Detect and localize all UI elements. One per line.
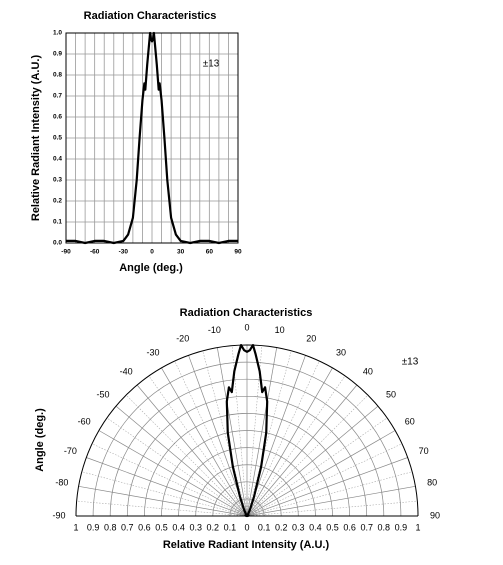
r-tick-label: 0.3 (292, 522, 305, 532)
theta-tick-label: -80 (55, 478, 68, 488)
theta-tick-label: 70 (419, 446, 429, 456)
r-tick-label: 0.6 (138, 522, 151, 532)
r-tick-label: 0.5 (326, 522, 339, 532)
theta-tick-label: -40 (120, 366, 133, 376)
y-tick-label: 0.0 (53, 240, 62, 247)
annotation: ±13 (402, 357, 419, 368)
r-tick-label: 0.7 (360, 522, 373, 532)
x-tick-label: 60 (206, 249, 214, 256)
y-tick-label: 0.2 (53, 198, 62, 205)
annotation: ±13 (203, 59, 220, 70)
grid-circle (109, 378, 385, 517)
theta-tick-label: 30 (336, 348, 346, 358)
y-tick-label: 1.0 (53, 30, 62, 37)
grid-circle (212, 481, 282, 517)
y-tick-label: 0.4 (53, 156, 62, 163)
r-tick-label: 0.9 (395, 522, 408, 532)
r-tick-label: 0.8 (104, 522, 117, 532)
r-tick-label: 0.7 (121, 522, 134, 532)
r-tick-label: 0 (244, 522, 249, 532)
x-tick-label: 90 (234, 249, 242, 256)
r-tick-label: 0.1 (258, 522, 271, 532)
y-tick-label: 0.1 (53, 219, 62, 226)
theta-tick-label: -10 (208, 325, 221, 335)
theta-tick-label: -30 (146, 348, 159, 358)
x-tick-label: -30 (119, 249, 129, 256)
grid-circle (161, 430, 333, 517)
grid-circle (229, 498, 265, 517)
chart-title: Radiation Characteristics (84, 10, 217, 22)
r-tick-label: 1 (415, 522, 420, 532)
grid-circle (144, 413, 350, 517)
theta-tick-label: 10 (275, 325, 285, 335)
theta-tick-label: -90 (52, 510, 65, 520)
chart-title: Radiation Characteristics (180, 307, 313, 319)
x-axis-label: Angle (deg.) (119, 262, 183, 274)
r-tick-label: 0.5 (155, 522, 168, 532)
theta-tick-label: -20 (176, 334, 189, 344)
grid-circle (92, 361, 402, 517)
r-tick-label: 0.4 (172, 522, 185, 532)
theta-tick-label: 0 (244, 322, 249, 332)
x-tick-label: 0 (150, 249, 154, 256)
r-tick-label: 0.6 (343, 522, 356, 532)
x-tick-label: 30 (177, 249, 185, 256)
r-tick-label: 0.9 (87, 522, 100, 532)
r-tick-label: 0.2 (207, 522, 220, 532)
grid-circle (195, 464, 299, 517)
x-tick-label: -60 (90, 249, 100, 256)
y-tick-label: 0.5 (53, 135, 62, 142)
y-axis-label: Relative Radiant Intensity (A.U.) (30, 55, 42, 222)
y-axis-label: Angle (deg.) (34, 408, 46, 472)
theta-tick-label: -60 (78, 416, 91, 426)
r-tick-label: 0.4 (309, 522, 322, 532)
r-tick-label: 1 (73, 522, 78, 532)
x-tick-label: -90 (61, 249, 71, 256)
theta-tick-label: 40 (363, 366, 373, 376)
theta-tick-label: 90 (430, 510, 440, 520)
y-tick-label: 0.9 (53, 51, 62, 58)
x-axis-label: Relative Radiant Intensity (A.U.) (163, 539, 330, 551)
theta-tick-label: 20 (306, 334, 316, 344)
theta-tick-label: -50 (96, 390, 109, 400)
y-tick-label: 0.8 (53, 72, 62, 79)
theta-tick-label: 80 (427, 478, 437, 488)
r-tick-label: 0.3 (189, 522, 202, 532)
y-tick-label: 0.7 (53, 93, 62, 100)
r-tick-label: 0.8 (378, 522, 391, 532)
grid-circle (178, 447, 316, 517)
data-line (66, 31, 238, 245)
theta-tick-label: -70 (64, 446, 77, 456)
r-tick-label: 0.1 (224, 522, 237, 532)
y-tick-label: 0.6 (53, 114, 62, 121)
grid-circle (126, 395, 368, 517)
y-tick-label: 0.3 (53, 177, 62, 184)
grid-circle (75, 344, 419, 517)
r-tick-label: 0.2 (275, 522, 288, 532)
data-line (225, 344, 269, 518)
plot-frame (65, 32, 239, 244)
theta-tick-label: 60 (405, 416, 415, 426)
theta-tick-label: 50 (386, 390, 396, 400)
